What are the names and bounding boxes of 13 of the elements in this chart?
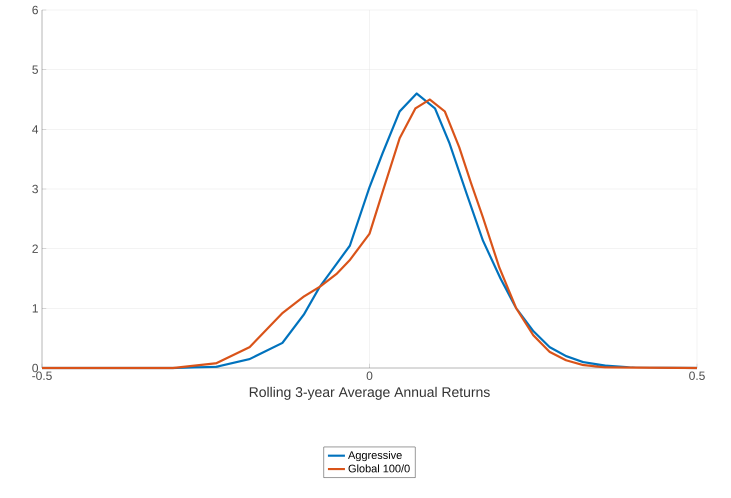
legend-label: Global 100/0	[348, 464, 410, 472]
y-tick-label: 0	[32, 364, 38, 372]
legend-label: Aggressive	[348, 450, 402, 462]
x-tick-label: -0.5	[32, 372, 52, 380]
y-tick-label: 2	[32, 244, 38, 253]
y-tick-label: 4	[32, 125, 38, 134]
y-tick-label: 1	[32, 304, 38, 312]
y-tick-label: 5	[32, 66, 38, 74]
y-tick-label: 6	[32, 6, 38, 14]
x-tick-label: 0.5	[689, 372, 705, 380]
x-tick-label: 0	[366, 372, 372, 380]
y-tick-label: 3	[32, 184, 38, 194]
x-axis-title: Rolling 3-year Average Annual Returns	[250, 386, 490, 400]
